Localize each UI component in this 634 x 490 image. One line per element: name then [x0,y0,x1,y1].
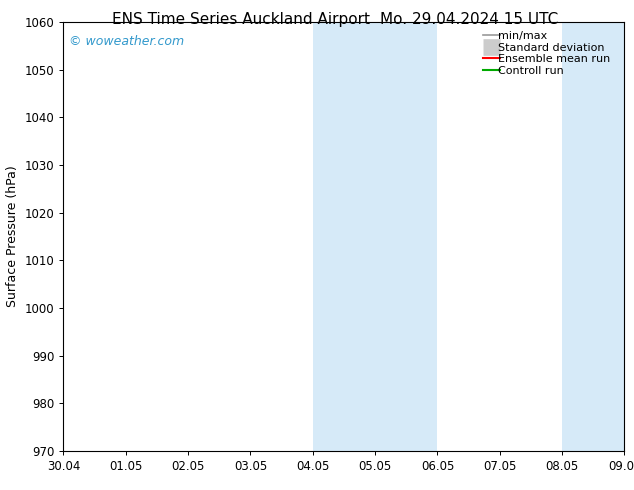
Bar [313,22,437,451]
Text: ENS Time Series Auckland Airport: ENS Time Series Auckland Airport [112,12,370,27]
Y-axis label: Surface Pressure (hPa): Surface Pressure (hPa) [6,166,19,307]
Text: Mo. 29.04.2024 15 UTC: Mo. 29.04.2024 15 UTC [380,12,559,27]
Bar [562,22,624,451]
Text: © woweather.com: © woweather.com [69,35,184,48]
Legend: min/max, Standard deviation, Ensemble mean run, Controll run: min/max, Standard deviation, Ensemble me… [480,27,619,79]
